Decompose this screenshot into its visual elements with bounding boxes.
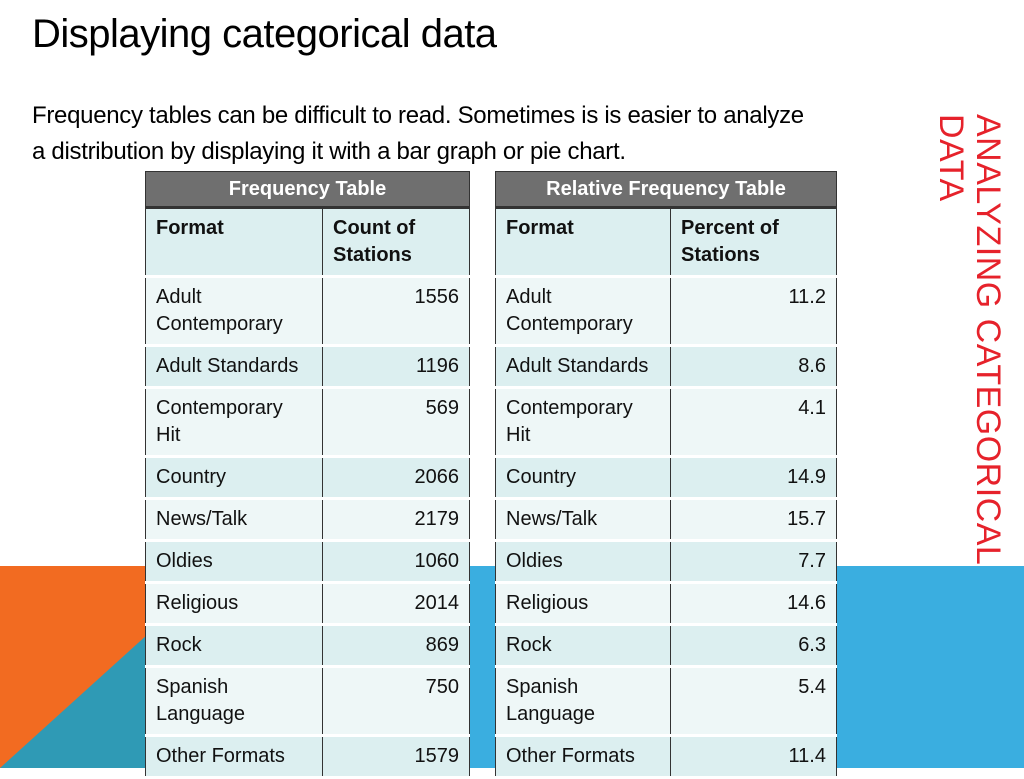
body-text: Frequency tables can be difficult to rea… (32, 102, 804, 165)
format-cell: Adult Standards (495, 345, 671, 389)
table-row: Country 14.9 (495, 456, 837, 500)
column-header: Format (145, 207, 323, 278)
format-cell: News/Talk (145, 498, 323, 542)
table-row: Rock 869 (145, 624, 470, 668)
table-row: Other Formats 1579 (145, 735, 470, 779)
table-row: Oldies 7.7 (495, 540, 837, 584)
decorative-teal-triangle (0, 596, 190, 768)
format-cell: Adult Standards (145, 345, 323, 389)
percent-cell: 14.6 (670, 582, 837, 626)
table-row: Religious 2014 (145, 582, 470, 626)
percent-cell: 11.2 (670, 276, 837, 347)
format-cell: Contemporary Hit (495, 387, 671, 458)
count-cell: 569 (322, 387, 470, 458)
count-cell: 869 (322, 624, 470, 668)
side-title: Analyzing Categorical Data (932, 114, 1007, 565)
table-row: Other Formats 11.4 (495, 735, 837, 779)
count-cell: 2066 (322, 456, 470, 500)
count-cell: 1060 (322, 540, 470, 584)
table-row: Adult Contemporary 11.2 (495, 276, 837, 347)
count-cell: 1196 (322, 345, 470, 389)
table-header-row: Format Percent of Stations (495, 207, 837, 278)
column-header: Percent of Stations (670, 207, 837, 278)
table-row: News/Talk 2179 (145, 498, 470, 542)
table-row: Adult Standards 8.6 (495, 345, 837, 389)
format-cell: Spanish Language (145, 666, 323, 737)
format-cell: Religious (145, 582, 323, 626)
table-row: Religious 14.6 (495, 582, 837, 626)
table-row: Country 2066 (145, 456, 470, 500)
format-cell: Religious (495, 582, 671, 626)
format-cell: Rock (145, 624, 323, 668)
percent-cell: 4.1 (670, 387, 837, 458)
table-row: Spanish Language 750 (145, 666, 470, 737)
table-row: Spanish Language 5.4 (495, 666, 837, 737)
format-cell: Oldies (145, 540, 323, 584)
format-cell: Adult Contemporary (495, 276, 671, 347)
format-cell: Other Formats (145, 735, 323, 779)
column-header: Count of Stations (322, 207, 470, 278)
count-cell: 750 (322, 666, 470, 737)
format-cell: Spanish Language (495, 666, 671, 737)
percent-cell: 11.4 (670, 735, 837, 779)
table-caption: Relative Frequency Table (495, 171, 837, 209)
count-cell: 1556 (322, 276, 470, 347)
table-row: Rock 6.3 (495, 624, 837, 668)
format-cell: Adult Contemporary (145, 276, 323, 347)
frequency-table: Frequency Table Format Count of Stations… (145, 171, 470, 779)
percent-cell: 14.9 (670, 456, 837, 500)
relative-frequency-table: Relative Frequency Table Format Percent … (495, 171, 837, 779)
percent-cell: 8.6 (670, 345, 837, 389)
table-row: Adult Contemporary 1556 (145, 276, 470, 347)
format-cell: Rock (495, 624, 671, 668)
format-cell: Oldies (495, 540, 671, 584)
format-cell: Country (495, 456, 671, 500)
format-cell: Contemporary Hit (145, 387, 323, 458)
slide-title: Displaying categorical data (32, 12, 497, 56)
table-row: News/Talk 15.7 (495, 498, 837, 542)
count-cell: 2179 (322, 498, 470, 542)
table-header-row: Format Count of Stations (145, 207, 470, 278)
percent-cell: 15.7 (670, 498, 837, 542)
table-row: Oldies 1060 (145, 540, 470, 584)
format-cell: News/Talk (495, 498, 671, 542)
table-caption: Frequency Table (145, 171, 470, 209)
count-cell: 1579 (322, 735, 470, 779)
format-cell: Other Formats (495, 735, 671, 779)
table-row: Contemporary Hit 4.1 (495, 387, 837, 458)
table-row: Contemporary Hit 569 (145, 387, 470, 458)
percent-cell: 6.3 (670, 624, 837, 668)
percent-cell: 5.4 (670, 666, 837, 737)
format-cell: Country (145, 456, 323, 500)
percent-cell: 7.7 (670, 540, 837, 584)
count-cell: 2014 (322, 582, 470, 626)
column-header: Format (495, 207, 671, 278)
table-row: Adult Standards 1196 (145, 345, 470, 389)
